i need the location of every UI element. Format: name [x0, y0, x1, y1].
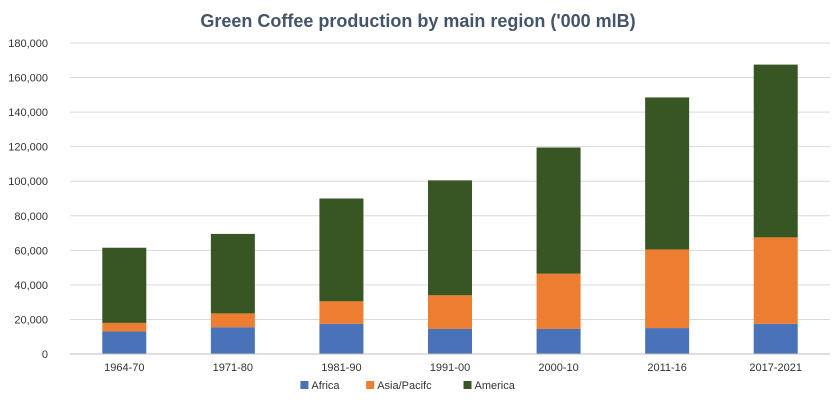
- legend-item-america: America: [463, 380, 516, 392]
- x-tick-label: 2011-16: [647, 362, 687, 374]
- legend: Africa Asia/Pacifc America: [300, 380, 516, 392]
- bars: [102, 64, 798, 354]
- bar-africa-2000-10: [536, 328, 581, 354]
- bar-africa-1981-90: [319, 323, 364, 354]
- bar-asia-pacifc-1991-00: [428, 295, 472, 329]
- y-axis-ticks: 0 20,000 40,000 60,000 80,000 100,000 120,000 1…: [8, 38, 48, 361]
- chart-title: Green Coffee production by main region (…: [200, 11, 635, 31]
- bar-america-2000-10: [536, 147, 581, 274]
- bar-africa-2017-2021: [753, 323, 798, 354]
- x-tick-label: 1991-00: [430, 362, 470, 374]
- y-tick-label: 180,000: [8, 38, 48, 50]
- legend-item-asia-pacifc: Asia/Pacifc: [366, 380, 432, 392]
- bar-asia-pacifc-2011-16: [645, 249, 690, 329]
- bar-asia-pacifc-1971-80: [210, 313, 255, 328]
- bar-africa-1991-00: [428, 328, 472, 354]
- x-axis-ticks: 1964-70 1971-80 1981-90 1991-00 2000-10 2011-…: [104, 362, 802, 374]
- legend-item-africa: Africa: [300, 380, 340, 392]
- y-tick-label: 120,000: [8, 142, 48, 154]
- x-tick-label: 1971-80: [213, 362, 253, 374]
- bar-america-1991-00: [428, 180, 472, 296]
- y-tick-label: 0: [42, 349, 48, 361]
- legend-label: Asia/Pacifc: [377, 380, 432, 392]
- legend-swatch: [300, 381, 309, 389]
- x-tick-label: 1964-70: [104, 362, 144, 374]
- y-tick-label: 160,000: [8, 73, 48, 85]
- bar-america-1971-80: [210, 233, 255, 314]
- legend-swatch: [366, 381, 375, 389]
- bar-africa-1971-80: [210, 327, 255, 354]
- y-tick-label: 80,000: [14, 211, 48, 223]
- legend-label: America: [475, 380, 516, 392]
- bar-america-1981-90: [319, 198, 364, 302]
- y-tick-label: 60,000: [14, 245, 48, 257]
- legend-swatch: [463, 381, 472, 389]
- x-tick-label: 1981-90: [321, 362, 361, 374]
- x-tick-label: 2000-10: [538, 362, 578, 374]
- x-tick-label: 2017-2021: [749, 362, 802, 374]
- y-tick-label: 40,000: [14, 280, 48, 292]
- bar-asia-pacifc-2000-10: [536, 273, 581, 329]
- bar-asia-pacifc-1964-70: [102, 322, 147, 332]
- bar-africa-2011-16: [645, 328, 690, 354]
- bar-asia-pacifc-2017-2021: [753, 237, 798, 324]
- bar-america-2011-16: [645, 97, 690, 250]
- legend-label: Africa: [311, 380, 340, 392]
- bar-asia-pacifc-1981-90: [319, 301, 364, 324]
- y-tick-label: 20,000: [14, 314, 48, 326]
- bar-america-2017-2021: [753, 64, 798, 238]
- y-tick-label: 100,000: [8, 176, 48, 188]
- bar-america-1964-70: [102, 247, 147, 323]
- bar-africa-1964-70: [102, 331, 147, 354]
- y-tick-label: 140,000: [8, 107, 48, 119]
